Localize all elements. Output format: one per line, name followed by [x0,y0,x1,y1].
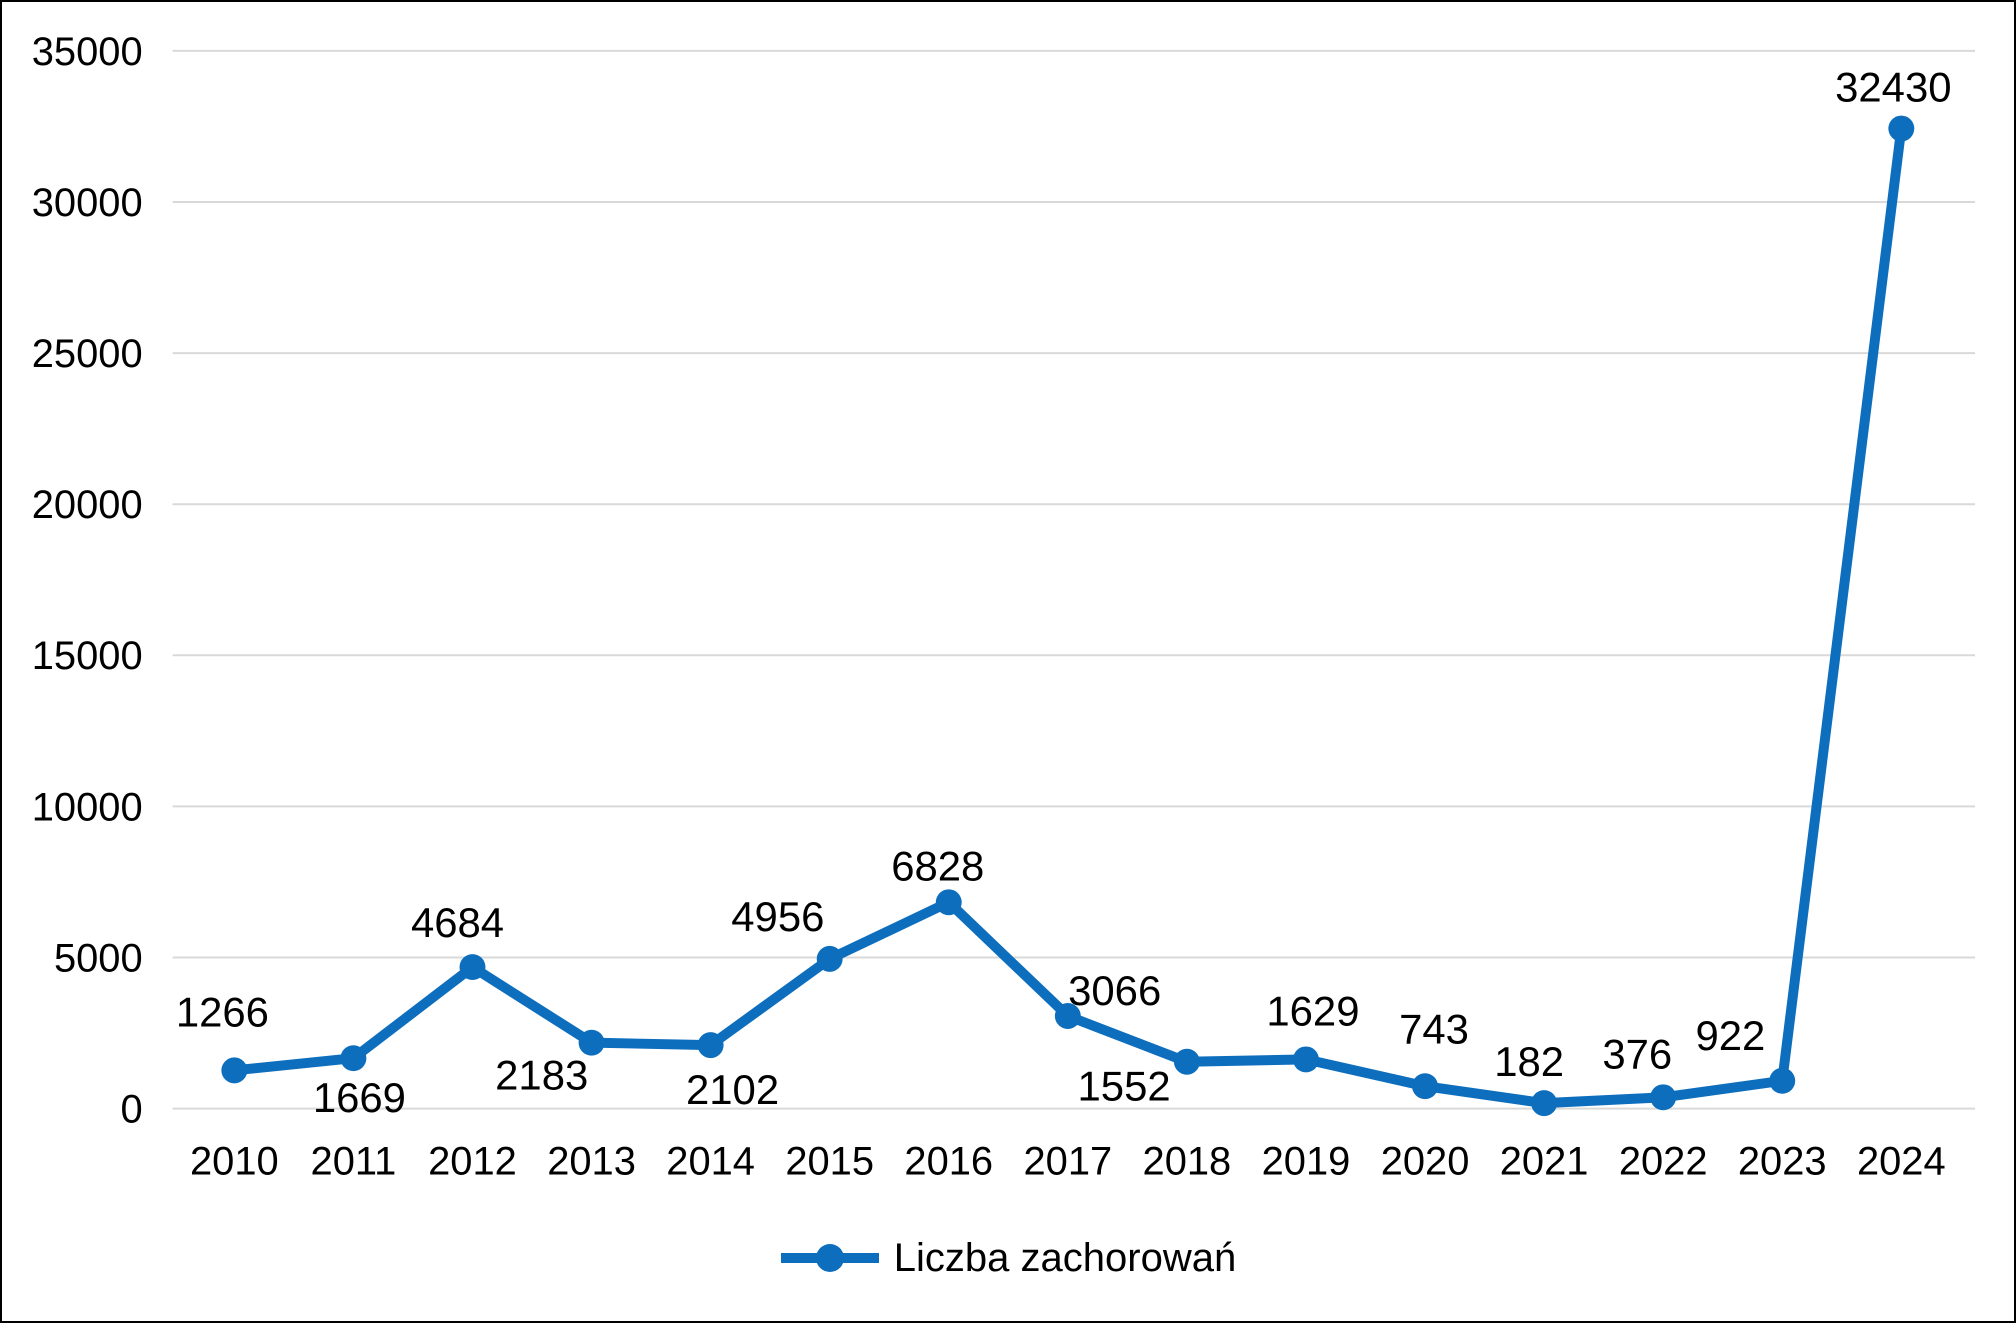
data-point [816,945,843,972]
x-tick-label: 2020 [1381,1139,1470,1183]
data-label: 3066 [1068,967,1161,1014]
data-label: 2102 [686,1066,779,1113]
data-point [1173,1048,1200,1075]
legend-label: Liczba zachorowań [893,1236,1237,1280]
y-tick-label: 0 [120,1088,142,1132]
legend-line-marker-icon [780,1244,879,1272]
x-tick-label: 2017 [1023,1139,1112,1183]
x-tick-label: 2024 [1857,1139,1946,1183]
data-point [459,954,486,981]
x-tick-label: 2021 [1500,1139,1589,1183]
x-tick-label: 2016 [904,1139,993,1183]
y-tick-label: 10000 [32,785,143,829]
x-tick-label: 2011 [311,1139,397,1183]
data-point [1293,1046,1319,1073]
data-point [221,1057,248,1084]
data-label: 2183 [495,1052,588,1099]
data-label: 4684 [411,899,504,946]
x-tick-label: 2012 [428,1139,517,1183]
data-point [1054,1003,1081,1029]
y-tick-label: 25000 [32,332,143,376]
x-tick-label: 2010 [190,1139,279,1183]
data-point [697,1032,724,1059]
data-point [1531,1090,1558,1117]
y-tick-label: 5000 [54,936,143,980]
data-point [1888,115,1915,142]
y-tick-label: 20000 [32,483,143,527]
y-tick-label: 30000 [32,181,143,225]
data-label: 376 [1602,1030,1672,1077]
data-label: 182 [1494,1038,1564,1085]
x-tick-label: 2019 [1262,1139,1351,1183]
x-tick-label: 2022 [1619,1139,1708,1183]
data-label: 1669 [313,1074,406,1121]
data-point [1412,1073,1438,1100]
data-label: 743 [1399,1005,1469,1052]
data-point [1769,1067,1796,1094]
x-tick-label: 2018 [1143,1139,1232,1183]
x-tick-label: 2014 [666,1139,755,1183]
data-label: 6828 [891,842,984,889]
data-point [340,1045,367,1072]
x-tick-label: 2013 [547,1139,636,1183]
data-label: 922 [1695,1012,1765,1059]
data-label: 4956 [731,893,824,940]
x-tick-label: 2015 [785,1139,874,1183]
data-point [1650,1084,1677,1111]
y-tick-label: 15000 [32,634,143,678]
legend: Liczba zachorowań [2,1234,2014,1282]
x-tick-label: 2023 [1738,1139,1827,1183]
data-label: 1552 [1078,1063,1171,1110]
y-tick-label: 35000 [32,30,143,74]
data-label: 1266 [176,989,269,1036]
data-point [935,889,962,916]
data-point [578,1029,605,1056]
data-label: 1629 [1266,988,1359,1035]
data-label: 32430 [1835,64,1951,111]
